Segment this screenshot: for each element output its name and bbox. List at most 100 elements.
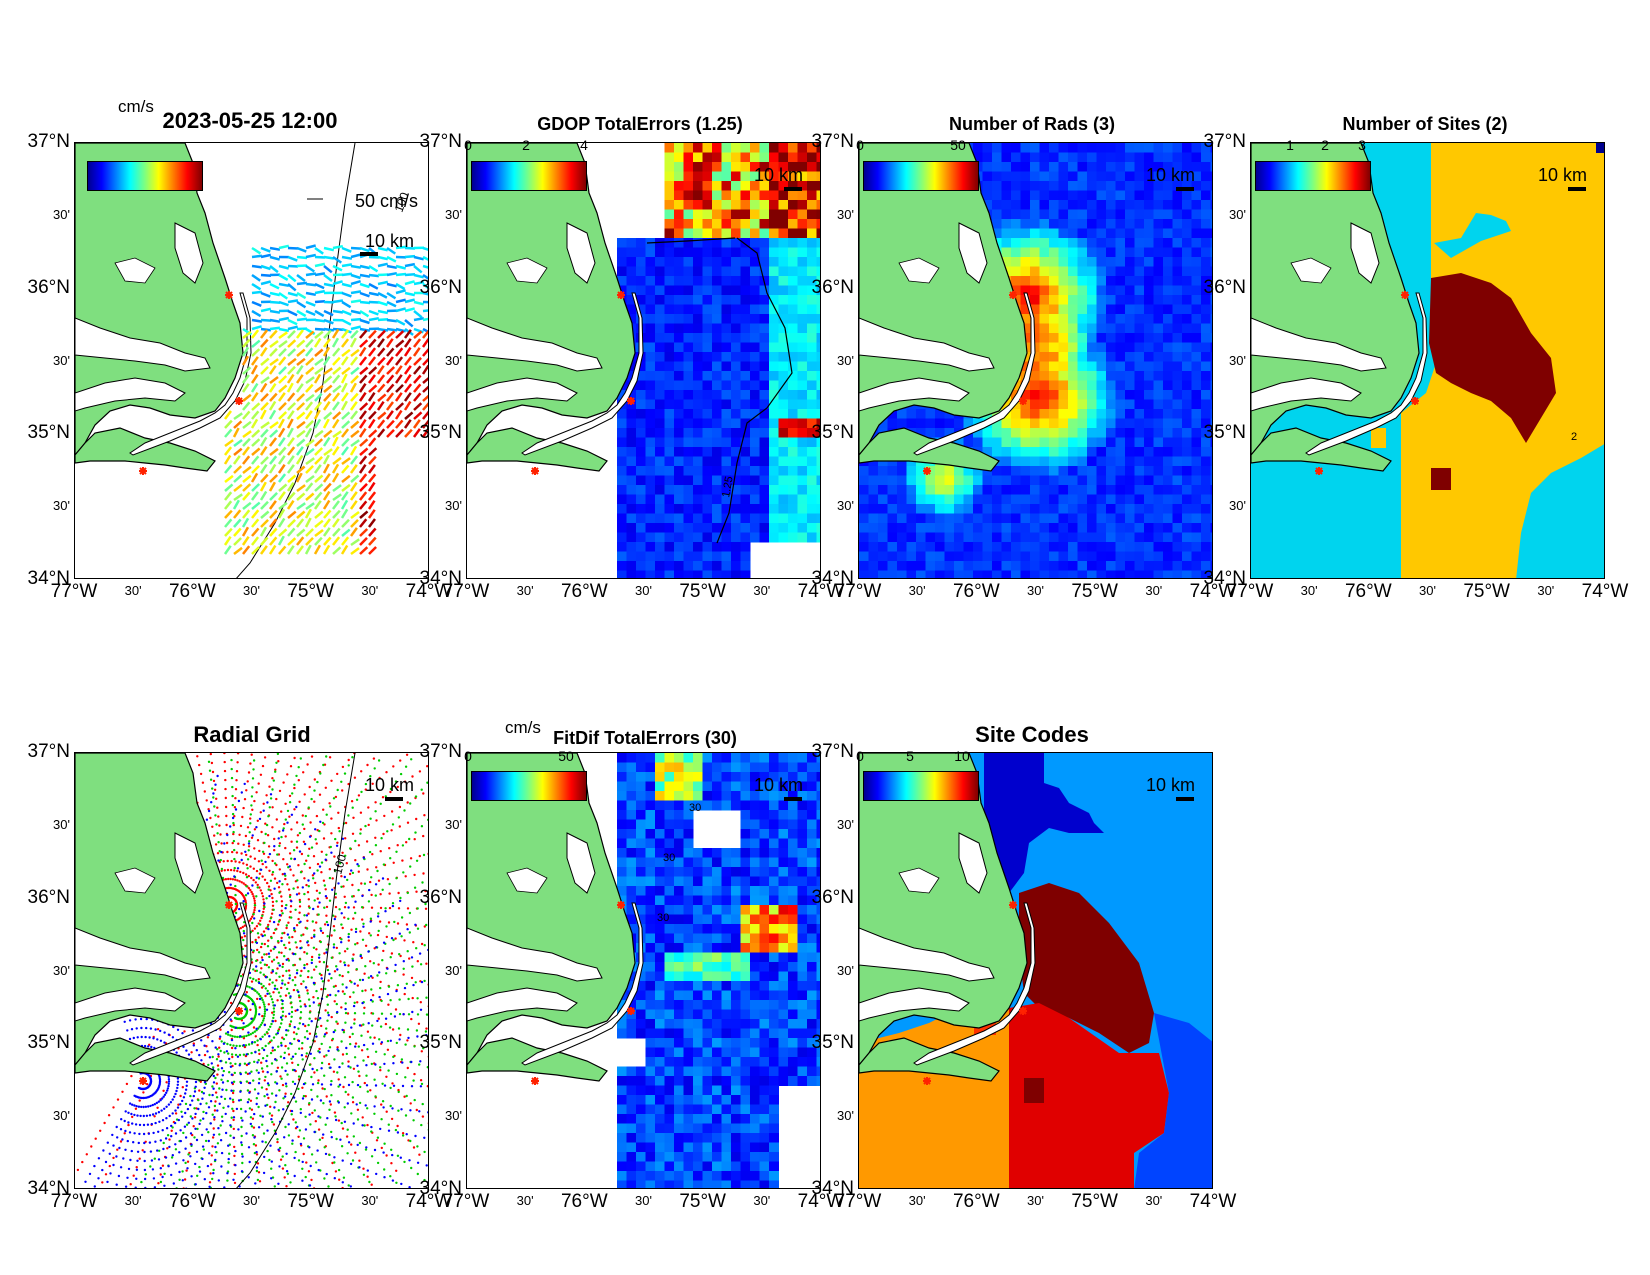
gdop-cell: [645, 295, 656, 305]
gdop-cell: [731, 295, 741, 305]
rad-count-cell: [1172, 333, 1183, 343]
gdop-cell: [721, 266, 732, 277]
velocity-vector: [368, 366, 378, 375]
velocity-vector: [350, 290, 362, 295]
rad-count-cell: [1039, 485, 1050, 495]
radial-grid-point: [310, 955, 314, 959]
rad-count-cell: [916, 494, 926, 505]
radial-grid-point: [337, 1119, 341, 1122]
radial-grid-point: [398, 825, 401, 828]
gdop-cell: [693, 466, 703, 476]
gdop-cell: [683, 523, 694, 533]
velocity-vector: [350, 547, 360, 556]
radial-grid-point: [255, 869, 259, 873]
map-frame[interactable]: 10 km: [858, 142, 1213, 579]
radial-grid-point: [253, 1041, 257, 1044]
radial-grid-point: [323, 1055, 326, 1058]
rad-count-cell: [1039, 238, 1050, 248]
radial-grid-point: [387, 921, 391, 924]
gdop-cell: [721, 523, 732, 533]
radial-grid-point: [257, 1049, 261, 1052]
radial-grid-point: [254, 979, 258, 982]
radial-grid-point: [280, 904, 284, 908]
map-frame[interactable]: 100 10 km: [74, 752, 429, 1189]
rad-count-cell: [1020, 152, 1031, 163]
radial-grid-point: [341, 1127, 345, 1130]
velocity-vector: [323, 282, 335, 288]
radial-grid-point: [289, 893, 292, 897]
rad-count-cell: [868, 504, 879, 514]
radial-grid-point: [224, 1032, 228, 1035]
gdop-cell: [759, 295, 770, 305]
gdop-cell: [664, 181, 675, 191]
velocity-vector: [314, 348, 324, 357]
gdop-cell: [750, 200, 760, 210]
map-frame[interactable]: 100 50 cm/s 10 km: [74, 142, 429, 579]
gdop-cell: [664, 238, 675, 248]
gdop-cell: [788, 342, 798, 353]
radial-grid-point: [297, 994, 301, 997]
gdop-cell: [617, 523, 627, 533]
map-frame[interactable]: 1.25 10 km: [466, 142, 821, 579]
gdop-cell: [778, 352, 789, 362]
rad-count-cell: [1030, 475, 1040, 486]
gdop-cell: [693, 513, 703, 524]
rad-count-cell: [1039, 428, 1050, 438]
rad-count-cell: [1210, 295, 1212, 305]
gdop-cell: [674, 190, 684, 201]
gdop-cell: [731, 162, 741, 172]
radial-grid-point: [278, 1089, 281, 1092]
rad-count-cell: [1077, 447, 1088, 457]
rad-count-cell: [1172, 523, 1183, 533]
rad-count-cell: [1201, 561, 1211, 571]
gdop-cell: [645, 323, 656, 334]
radial-grid-point: [320, 1024, 323, 1028]
velocity-vector: [269, 318, 281, 323]
velocity-vector: [269, 447, 279, 456]
gdop-cell: [645, 523, 656, 533]
rad-count-cell: [963, 570, 974, 578]
map-frame[interactable]: 2 10 km: [1250, 142, 1605, 579]
rad-count-cell: [1030, 437, 1040, 448]
velocity-vector: [377, 273, 389, 277]
radial-grid-point: [388, 906, 392, 910]
radial-grid-point: [272, 947, 275, 951]
radial-grid-point: [307, 970, 310, 973]
radial-grid-point: [225, 841, 229, 845]
gdop-cell: [626, 238, 637, 248]
gdop-cell: [721, 485, 732, 495]
rad-count-cell: [1087, 333, 1097, 343]
gdop-cell: [797, 418, 808, 429]
gdop-cell: [702, 171, 713, 182]
rad-count-cell: [1163, 181, 1173, 191]
velocity-vector: [314, 401, 323, 411]
radial-grid-point: [259, 961, 262, 964]
radial-grid-point: [249, 1033, 252, 1036]
radial-grid-point: [266, 881, 269, 885]
radial-grid-point: [259, 923, 262, 926]
radial-grid-point: [293, 756, 296, 760]
rad-count-cell: [1125, 152, 1135, 163]
gdop-cell: [721, 428, 732, 438]
radial-grid-point: [384, 1022, 388, 1026]
velocity-vector: [322, 346, 331, 357]
colorbar-tick: 2: [1321, 137, 1329, 153]
radial-grid-point: [307, 1023, 310, 1027]
radial-grid-point: [423, 925, 426, 928]
rad-count-cell: [1172, 323, 1183, 334]
rad-count-cell: [1144, 238, 1154, 248]
rad-count-cell: [1191, 352, 1202, 362]
velocity-vector: [287, 491, 296, 501]
velocity-vector: [269, 509, 278, 519]
radial-grid-point: [258, 1052, 261, 1056]
rad-count-cell: [1077, 171, 1088, 182]
radial-grid-point: [274, 1019, 277, 1023]
radial-grid-point: [350, 928, 353, 931]
velocity-vector: [358, 392, 367, 402]
rad-count-cell: [1058, 171, 1069, 182]
radial-grid-point: [316, 897, 319, 900]
radial-grid-point: [263, 756, 267, 759]
gdop-cell: [759, 162, 770, 172]
velocity-vector: [386, 291, 397, 300]
velocity-vector: [422, 309, 428, 313]
